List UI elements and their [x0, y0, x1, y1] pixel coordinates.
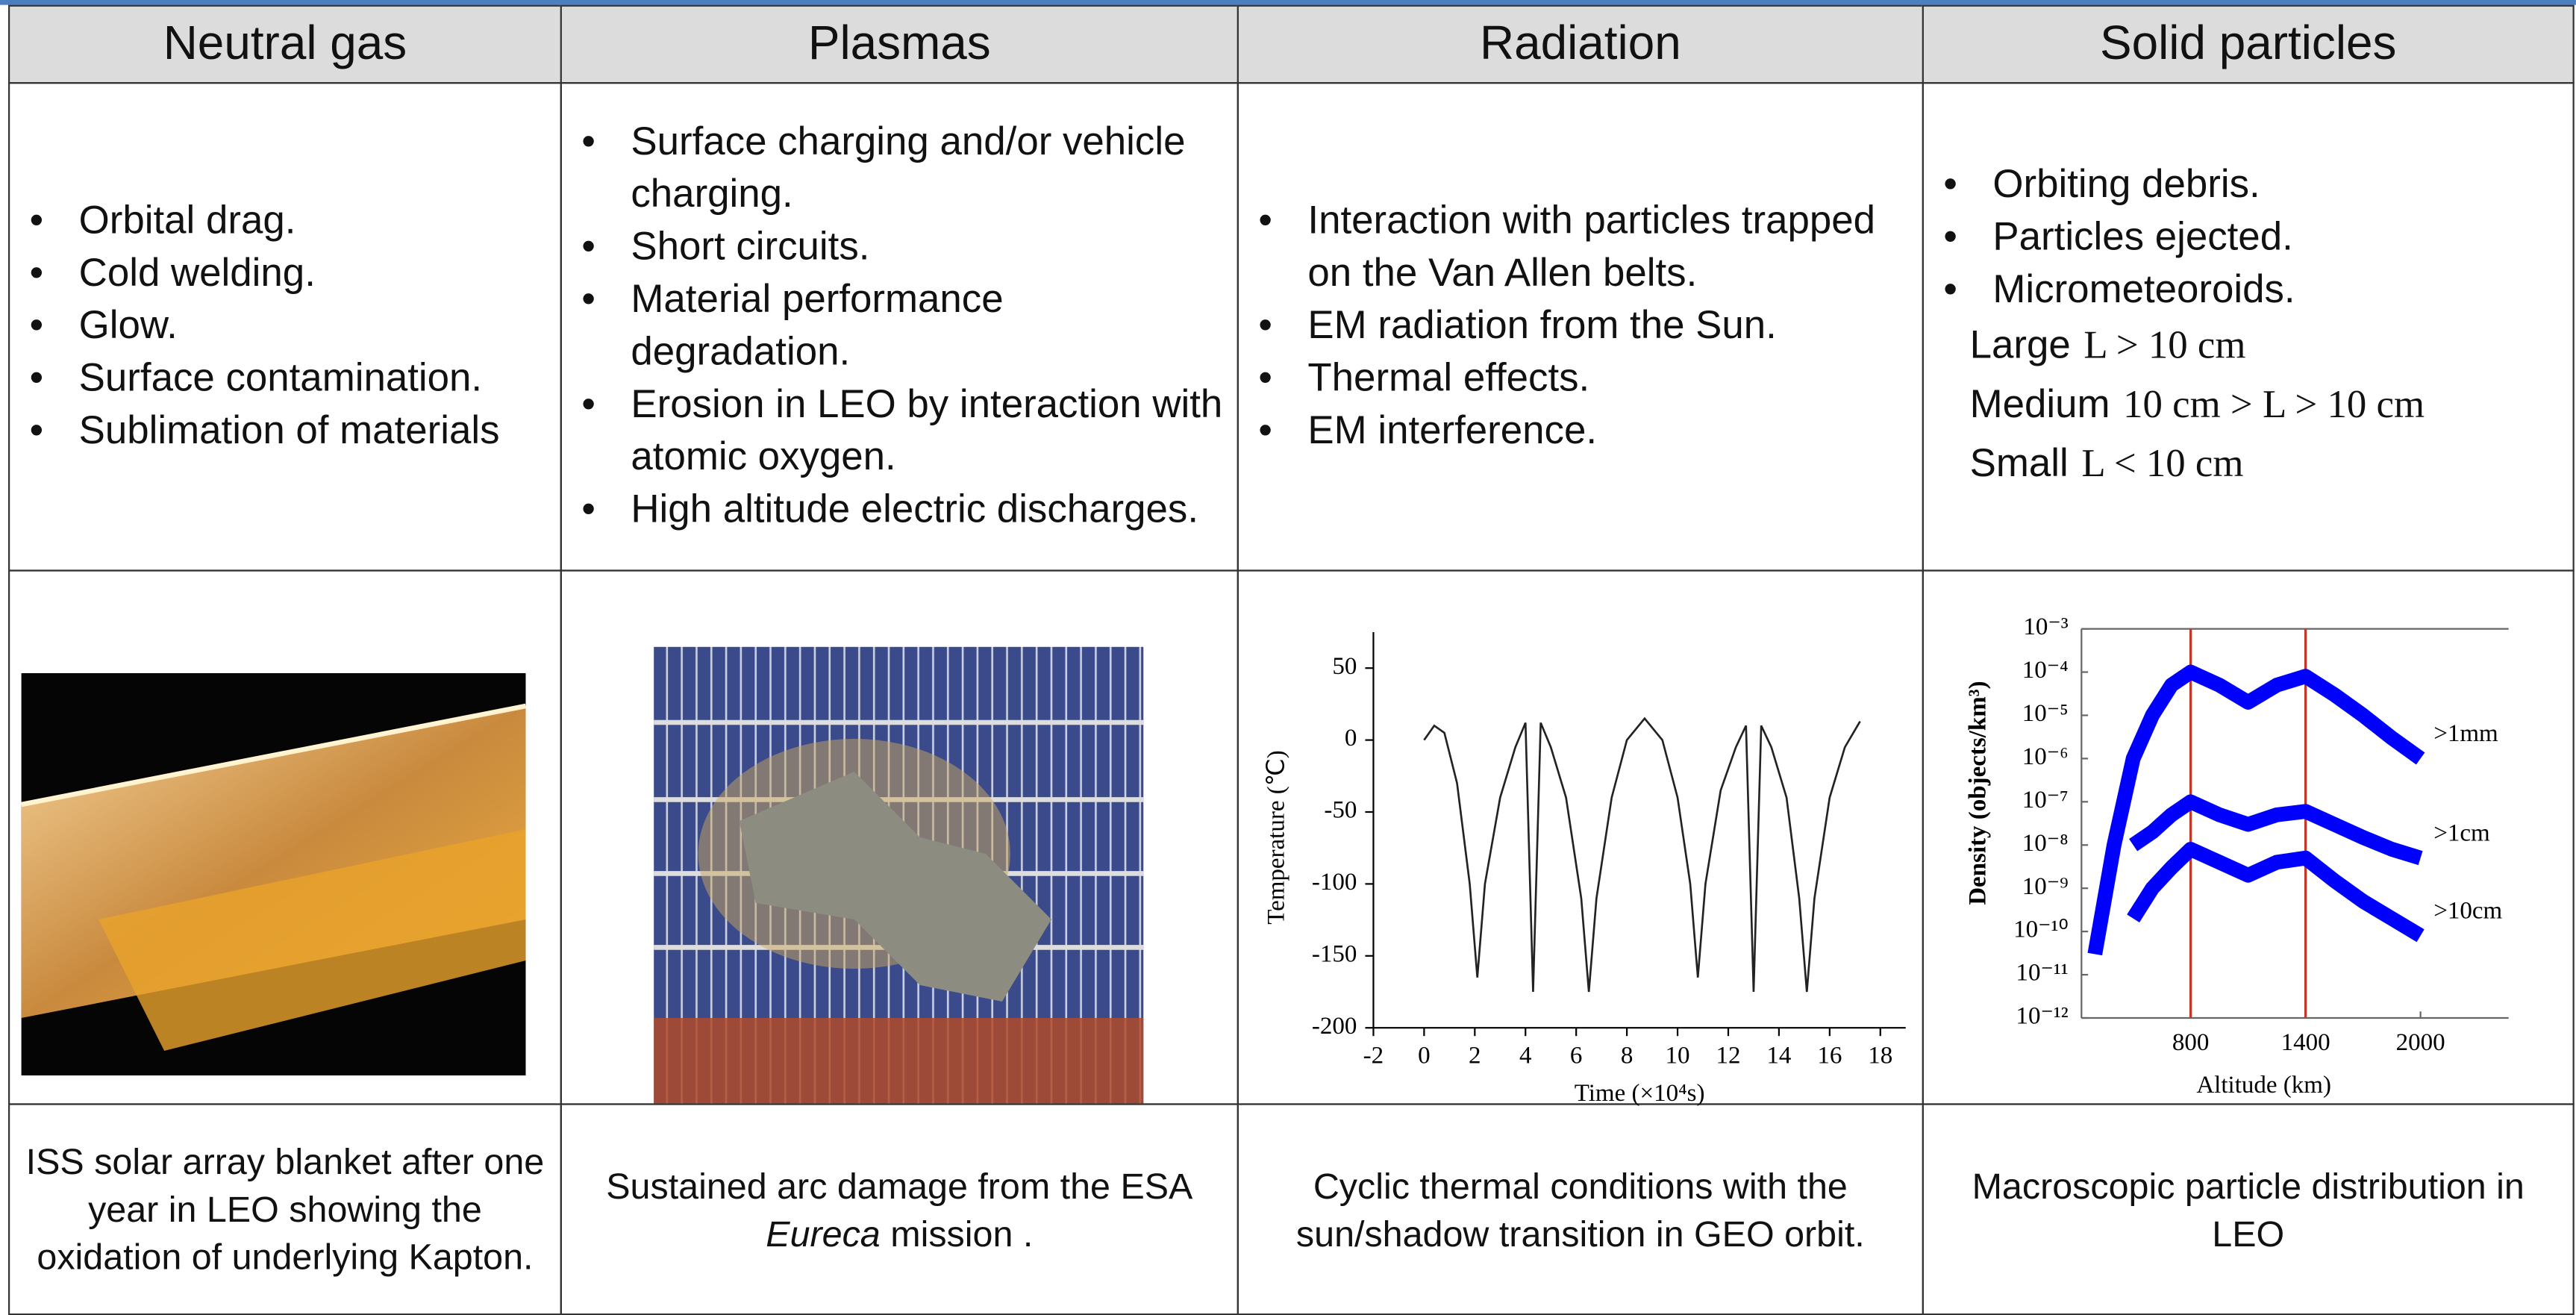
y-tick-label: -150 [1312, 940, 1357, 967]
x-tick-label: 0 [1418, 1042, 1431, 1069]
eureca-photo [654, 647, 1143, 1104]
page: Neutral gasPlasmasRadiationSolid particl… [0, 0, 2576, 1304]
y-tick-label: 10⁻⁶ [2022, 743, 2069, 770]
x-tick-label: 4 [1519, 1042, 1532, 1069]
x-tick-label: 18 [1868, 1042, 1892, 1069]
y-tick-label: 10⁻¹⁰ [2013, 916, 2069, 943]
series-label: >1mm [2433, 720, 2498, 747]
x-axis-label: Altitude (km) [2196, 1072, 2331, 1099]
y-tick-label: -50 [1324, 797, 1357, 824]
x-tick-label: 10 [1666, 1042, 1690, 1069]
y-tick-label: 10⁻⁷ [2022, 787, 2069, 813]
y-tick-label: -200 [1312, 1013, 1357, 1040]
series-label: >1cm [2433, 819, 2490, 846]
y-tick-label: 10⁻¹² [2016, 1003, 2068, 1030]
x-tick-label: 800 [2172, 1029, 2210, 1056]
y-tick-label: -100 [1312, 869, 1357, 896]
figures: 50 0 -50 -100 -150 -200-2 0 2 4 6 8 10 12 14 16 18 Time … [0, 0, 2576, 1304]
x-tick-label: 2 [1469, 1042, 1481, 1069]
x-tick-label: 14 [1766, 1042, 1791, 1069]
x-tick-label: 1400 [2281, 1029, 2330, 1056]
y-tick-label: 10⁻³ [2023, 613, 2068, 640]
x-tick-label: 8 [1621, 1042, 1634, 1069]
x-tick-label: 16 [1817, 1042, 1842, 1069]
temperature-line [1424, 719, 1860, 992]
y-tick-label: 50 [1332, 653, 1357, 680]
y-axis-label: Temperature (℃) [1263, 750, 1289, 924]
density-band [2133, 849, 2421, 936]
x-tick-label: 12 [1716, 1042, 1740, 1069]
x-tick-label: 6 [1570, 1042, 1583, 1069]
iss-photo [22, 673, 526, 1075]
y-tick-label: 0 [1345, 725, 1357, 752]
x-tick-label: 2000 [2396, 1029, 2445, 1056]
y-tick-label: 10⁻⁸ [2022, 830, 2069, 857]
series-label: >10cm [2433, 898, 2502, 925]
x-tick-label: -2 [1363, 1042, 1384, 1069]
y-tick-label: 10⁻⁹ [2022, 873, 2069, 900]
density-band [2133, 802, 2421, 858]
y-tick-label: 10⁻⁵ [2022, 700, 2069, 727]
x-axis-label: Time (×10⁴s) [1575, 1080, 1705, 1107]
y-tick-label: 10⁻¹¹ [2016, 960, 2068, 987]
y-axis-label: Density (objects/km³) [1964, 681, 1991, 905]
slide: Neutral gasPlasmasRadiationSolid particl… [0, 0, 2576, 1304]
y-tick-label: 10⁻⁴ [2022, 657, 2069, 684]
